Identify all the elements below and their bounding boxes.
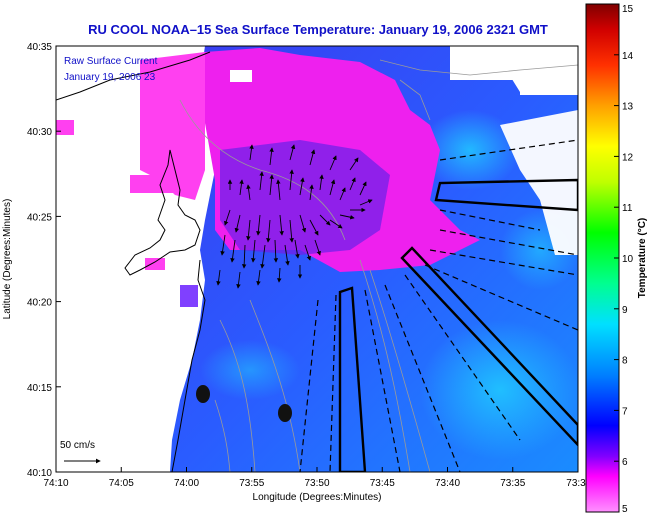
y-axis-ticks: 40:35 40:30 40:25 40:20 40:15 40:10 bbox=[27, 42, 61, 479]
colorbar-tick-label: 6 bbox=[622, 457, 628, 468]
y-axis-label: Latitude (Degrees:Minutes) bbox=[2, 199, 13, 320]
y-tick-label: 40:10 bbox=[27, 468, 52, 479]
map-title: RU COOL NOAA–15 Sea Surface Temperature:… bbox=[88, 22, 548, 37]
sst-purple-zone bbox=[220, 140, 390, 255]
sst-pink-coastal bbox=[140, 52, 205, 200]
x-tick-label: 73:3 bbox=[566, 478, 586, 489]
y-tick-label: 40:20 bbox=[27, 298, 52, 309]
x-axis-label: Longitude (Degrees:Minutes) bbox=[253, 492, 382, 503]
x-tick-label: 74:00 bbox=[174, 478, 199, 489]
station-marker bbox=[278, 404, 292, 422]
colorbar-tick-label: 13 bbox=[622, 102, 634, 113]
current-vectors bbox=[216, 144, 373, 289]
scale-arrow-label: 50 cm/s bbox=[60, 440, 95, 451]
x-tick-label: 73:35 bbox=[500, 478, 525, 489]
no-data-gap bbox=[230, 70, 252, 82]
y-tick-label: 40:25 bbox=[27, 212, 52, 223]
coastline bbox=[56, 51, 211, 276]
colorbar bbox=[585, 3, 620, 513]
colorbar-tick-label: 9 bbox=[622, 305, 628, 316]
bathymetry-contours bbox=[179, 59, 578, 472]
colorbar-label: Temperature (°C) bbox=[637, 218, 648, 299]
colorbar-tick-label: 10 bbox=[622, 254, 634, 265]
x-tick-label: 73:40 bbox=[435, 478, 460, 489]
y-tick-label: 40:30 bbox=[27, 127, 52, 138]
colorbar-tick-label: 15 bbox=[622, 4, 634, 15]
colorbar-tick-label: 11 bbox=[622, 203, 633, 214]
station-marker bbox=[196, 385, 210, 403]
x-tick-label: 74:10 bbox=[43, 478, 68, 489]
x-tick-label: 73:45 bbox=[370, 478, 395, 489]
y-tick-label: 40:35 bbox=[27, 42, 52, 53]
colorbar-tick-label: 7 bbox=[622, 406, 628, 417]
colorbar-tick-label: 5 bbox=[622, 504, 628, 515]
x-tick-label: 73:50 bbox=[304, 478, 329, 489]
sst-cyan-patch bbox=[420, 110, 520, 190]
x-tick-label: 74:05 bbox=[109, 478, 134, 489]
current-legend-label: Raw Surface Current bbox=[64, 56, 158, 67]
plot-area bbox=[56, 46, 578, 472]
sst-pink-patch bbox=[145, 258, 165, 270]
x-axis-ticks: 74:10 74:05 74:00 73:55 73:50 73:45 73:40 73:35… bbox=[43, 467, 586, 489]
coastline-south bbox=[171, 259, 206, 472]
colorbar-tick-label: 14 bbox=[622, 51, 634, 62]
survey-polygons bbox=[338, 178, 578, 472]
current-legend-date: January 19, 2006 23 bbox=[64, 72, 156, 83]
x-tick-label: 73:55 bbox=[239, 478, 264, 489]
sst-pink-patch bbox=[56, 120, 74, 135]
radial-dashed-lines bbox=[299, 139, 578, 472]
sst-cyan-patch bbox=[420, 320, 578, 460]
sst-cyan-patch bbox=[200, 340, 300, 400]
sst-purple-patch bbox=[180, 285, 198, 307]
colorbar-tick-label: 8 bbox=[622, 356, 628, 367]
colorbar-ticks: 15 14 13 12 11 10 9 8 7 6 5 bbox=[614, 3, 634, 515]
colorbar-tick-label: 12 bbox=[622, 152, 634, 163]
no-data-gap bbox=[500, 110, 578, 255]
no-data-gap bbox=[470, 46, 578, 92]
sst-pink-patch bbox=[130, 175, 180, 193]
y-tick-label: 40:15 bbox=[27, 383, 52, 394]
